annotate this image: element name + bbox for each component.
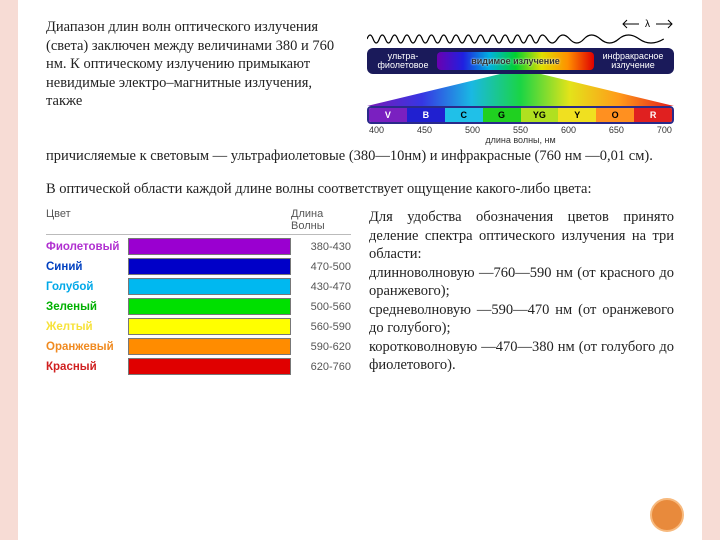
color-name: Желтый — [46, 321, 128, 333]
color-bar — [128, 278, 291, 295]
band-cell: YG — [521, 108, 559, 122]
tick-label: 450 — [417, 125, 432, 135]
right-column-text: Для удобства обозначения цветов принято … — [369, 208, 674, 378]
table-row: Желтый 560-590 — [46, 318, 351, 335]
band-cell: C — [445, 108, 483, 122]
color-bar — [128, 258, 291, 275]
mid-text: В оптической области каждой длине волны … — [46, 180, 674, 199]
band-cell: R — [634, 108, 672, 122]
scale-row: 400 450 500 550 600 650 700 — [367, 124, 674, 135]
table-row: Фиолетовый 380-430 — [46, 238, 351, 255]
right-p2: длинноволновую —760—590 нм (от красного … — [369, 264, 674, 301]
table-row: Синий 470-500 — [46, 258, 351, 275]
lambda-row: λ — [367, 18, 674, 30]
tick-label: 700 — [657, 125, 672, 135]
head-wavelength: Длина Волны — [291, 208, 351, 232]
band-row: VBCGYGYOR — [367, 106, 674, 124]
color-bar — [128, 238, 291, 255]
color-name: Оранжевый — [46, 341, 128, 353]
table-head: Цвет Длина Волны — [46, 208, 351, 235]
wave-icon — [367, 30, 674, 48]
bottom-row: Цвет Длина Волны Фиолетовый 380-430 Синий 4… — [46, 208, 674, 378]
intro-text-part1: Диапазон длин волн оптического излучения… — [46, 18, 351, 145]
band-cell: Y — [558, 108, 596, 122]
band-cell: G — [483, 108, 521, 122]
arrow-right-icon — [654, 18, 674, 30]
tick-label: 400 — [369, 125, 384, 135]
color-bar — [128, 358, 291, 375]
table-row: Оранжевый 590-620 — [46, 338, 351, 355]
spectrum-figure: λ ультра- фиолетовое видимое излучение и… — [367, 18, 674, 145]
region-visible: видимое излучение — [437, 52, 594, 70]
color-name: Синий — [46, 261, 128, 273]
color-table: Цвет Длина Волны Фиолетовый 380-430 Синий 4… — [46, 208, 351, 378]
right-p1: Для удобства обозначения цветов принято … — [369, 208, 674, 264]
color-bar — [128, 318, 291, 335]
tick-label: 500 — [465, 125, 480, 135]
intro-text-part2: причисляемые к световым — ультрафиолетов… — [46, 147, 674, 166]
region-ir: инфракрасное излучение — [598, 52, 668, 70]
band-cell: V — [369, 108, 407, 122]
arrow-left-icon — [621, 18, 641, 30]
table-row: Зеленый 500-560 — [46, 298, 351, 315]
corner-decoration-icon — [650, 498, 684, 532]
right-p3: средневолновую —590—470 нм (от оранжевог… — [369, 301, 674, 338]
region-row: ультра- фиолетовое видимое излучение инф… — [367, 48, 674, 74]
lambda-label: λ — [645, 19, 650, 30]
prism-icon — [367, 74, 674, 106]
region-uv: ультра- фиолетовое — [373, 52, 433, 70]
wavelength-value: 380-430 — [291, 241, 351, 253]
wavelength-value: 430-470 — [291, 281, 351, 293]
wavelength-value: 620-760 — [291, 361, 351, 373]
band-cell: O — [596, 108, 634, 122]
top-row: Диапазон длин волн оптического излучения… — [46, 18, 674, 145]
table-row: Красный 620-760 — [46, 358, 351, 375]
wavelength-value: 590-620 — [291, 341, 351, 353]
right-p4: коротковолновую —470—380 нм (от голубого… — [369, 338, 674, 375]
table-row: Голубой 430-470 — [46, 278, 351, 295]
page: Диапазон длин волн оптического излучения… — [18, 0, 702, 540]
wavelength-value: 500-560 — [291, 301, 351, 313]
axis-label: длина волны, нм — [367, 135, 674, 145]
tick-label: 550 — [513, 125, 528, 135]
tick-label: 650 — [609, 125, 624, 135]
color-name: Зеленый — [46, 301, 128, 313]
head-color: Цвет — [46, 208, 128, 232]
color-bar — [128, 298, 291, 315]
band-cell: B — [407, 108, 445, 122]
color-name: Голубой — [46, 281, 128, 293]
wavelength-value: 560-590 — [291, 321, 351, 333]
color-name: Фиолетовый — [46, 241, 128, 253]
color-bar — [128, 338, 291, 355]
color-name: Красный — [46, 361, 128, 373]
wavelength-value: 470-500 — [291, 261, 351, 273]
tick-label: 600 — [561, 125, 576, 135]
